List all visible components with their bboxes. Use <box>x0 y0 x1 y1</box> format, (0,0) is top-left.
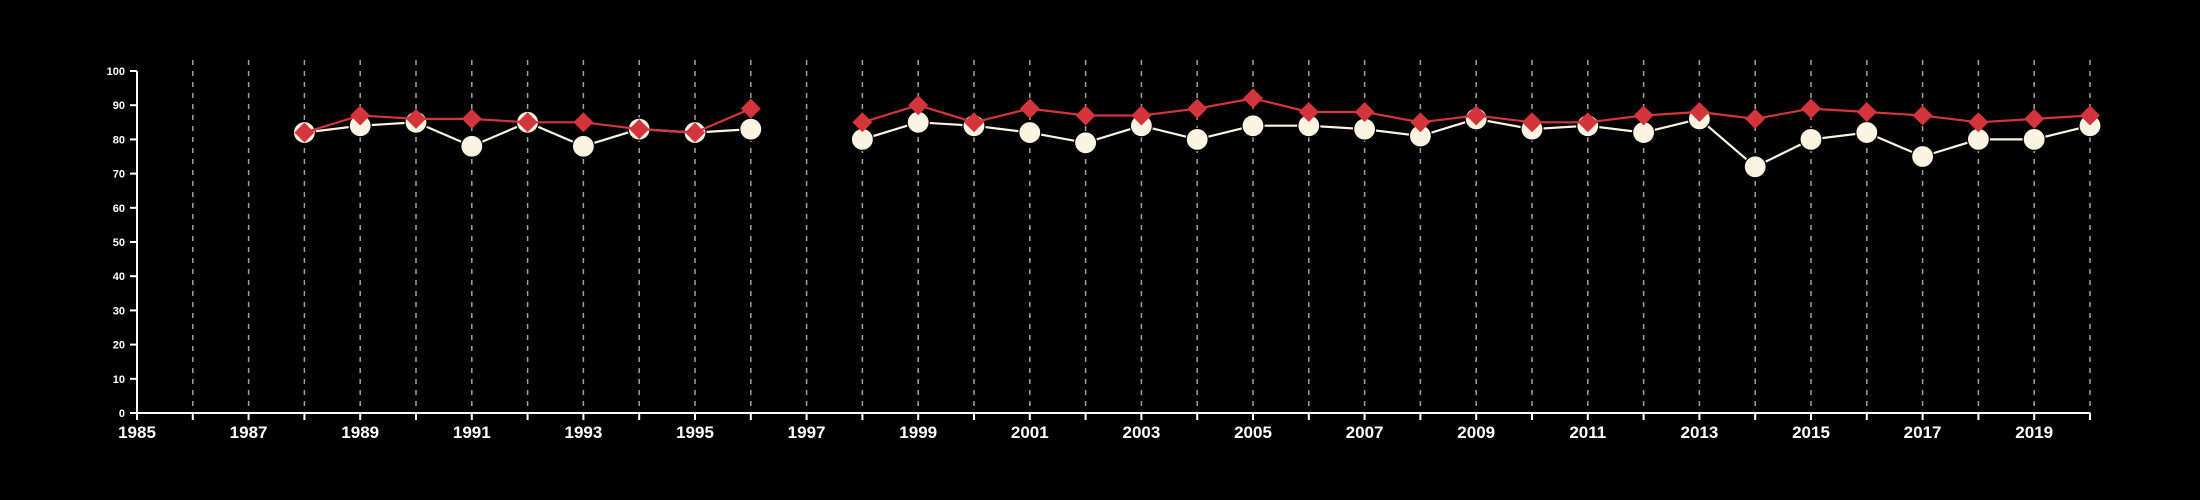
data-point-diamond <box>1801 98 1821 119</box>
data-point-diamond <box>1968 112 1989 133</box>
data-point-diamond <box>573 112 594 133</box>
data-point-diamond <box>406 108 426 129</box>
y-tick-label: 20 <box>113 340 125 352</box>
data-point-diamond <box>1633 105 1654 126</box>
data-point-circle <box>1799 127 1823 151</box>
data-point-diamond <box>1466 105 1487 126</box>
y-tick-label: 100 <box>107 66 125 78</box>
data-point-circle <box>1743 155 1767 179</box>
y-tick-label: 90 <box>113 100 125 112</box>
data-point-circle <box>1910 144 1935 169</box>
x-tick-label: 2019 <box>2015 423 2053 442</box>
axes: 1985 1987 1989 1991 1993 1995 1997 1999 2001 2003… <box>107 66 2091 442</box>
data-point-diamond <box>1354 102 1375 123</box>
x-tick-label: 2005 <box>1234 423 1272 442</box>
x-tick-label: 1987 <box>230 423 268 442</box>
data-point-diamond <box>1131 105 1152 126</box>
data-point-diamond <box>1577 112 1598 133</box>
y-tick-label: 80 <box>113 134 125 146</box>
data-point-diamond <box>1410 112 1431 133</box>
data-point-circle <box>1855 120 1879 145</box>
series-2 <box>294 88 2100 143</box>
data-point-diamond <box>1745 108 1766 129</box>
data-point-diamond <box>461 108 482 129</box>
x-tick-label: 1989 <box>341 423 379 442</box>
data-point-diamond <box>350 105 371 126</box>
data-point-circle <box>1018 120 1042 145</box>
x-tick-label: 1985 <box>118 423 156 442</box>
y-tick-label: 40 <box>113 271 125 283</box>
x-tick-label: 2007 <box>1346 423 1384 442</box>
x-tick-label: 2011 <box>1569 423 1606 442</box>
data-point-diamond <box>517 112 538 133</box>
data-point-diamond <box>1019 98 1040 119</box>
data-point-circle <box>1073 131 1098 155</box>
data-point-diamond <box>2080 105 2100 126</box>
data-point-circle <box>2022 127 2046 151</box>
x-tick-label: 2013 <box>1680 423 1718 442</box>
data-point-diamond <box>964 112 984 133</box>
y-tick-label: 30 <box>113 305 125 317</box>
data-point-diamond <box>1243 88 1263 109</box>
x-tick-label: 2001 <box>1011 423 1049 442</box>
x-tick-label: 2017 <box>1904 423 1942 442</box>
data-point-circle <box>571 134 596 158</box>
data-point-diamond <box>1912 105 1933 126</box>
data-point-diamond <box>1298 102 1319 123</box>
data-point-circle <box>1185 127 1209 151</box>
data-point-diamond <box>1075 105 1096 126</box>
x-tick-label: 1995 <box>676 423 714 442</box>
data-point-diamond <box>908 95 929 116</box>
data-point-circle <box>1241 114 1265 138</box>
data-point-diamond <box>294 122 315 143</box>
data-point-diamond <box>1856 102 1877 123</box>
y-tick-label: 70 <box>113 169 125 181</box>
data-point-diamond <box>685 122 705 143</box>
data-point-diamond <box>2024 108 2045 129</box>
y-tick-label: 0 <box>119 408 125 420</box>
x-tick-label: 1997 <box>788 423 826 442</box>
x-tick-label: 2009 <box>1457 423 1495 442</box>
x-tick-label: 1999 <box>899 423 937 442</box>
data-point-diamond <box>1187 98 1208 119</box>
y-tick-label: 50 <box>113 237 125 249</box>
data-point-circle <box>739 117 763 141</box>
y-tick-label: 10 <box>113 374 125 386</box>
data-series <box>292 88 2102 179</box>
x-tick-label: 2003 <box>1122 423 1160 442</box>
data-point-diamond <box>740 98 761 119</box>
data-point-diamond <box>629 119 650 140</box>
data-point-diamond <box>852 112 873 133</box>
data-point-diamond <box>1689 102 1710 123</box>
data-point-diamond <box>1522 112 1542 133</box>
y-tick-label: 60 <box>113 203 125 215</box>
x-tick-label: 2015 <box>1792 423 1830 442</box>
x-tick-label: 1993 <box>564 423 602 442</box>
x-tick-label: 1991 <box>453 423 491 442</box>
data-point-circle <box>460 134 484 158</box>
